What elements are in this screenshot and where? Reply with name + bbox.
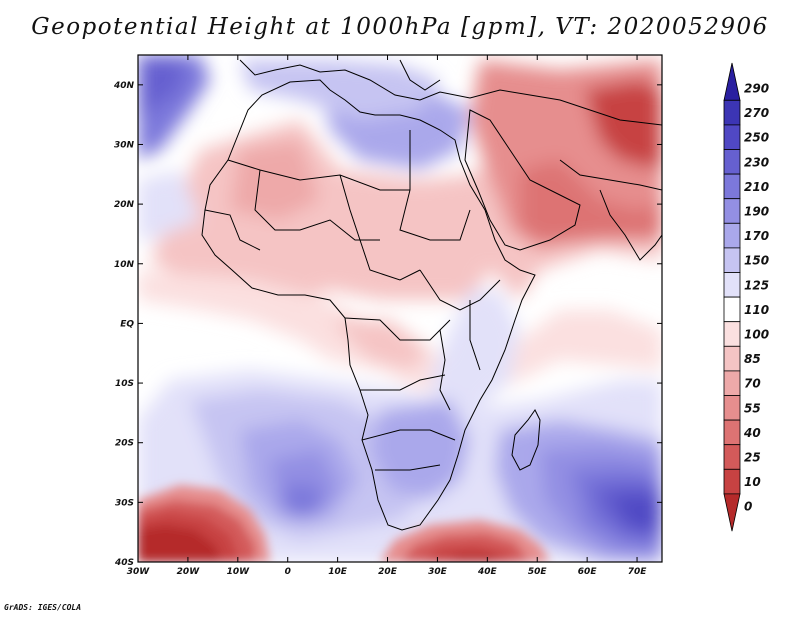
x-tick-label: 30W bbox=[127, 567, 151, 577]
colorbar-swatch bbox=[723, 272, 741, 298]
colorbar-label: 0 bbox=[744, 500, 752, 514]
x-tick-label: 30E bbox=[428, 567, 448, 577]
x-tick-label: 70E bbox=[628, 567, 648, 577]
colorbar-swatch bbox=[723, 493, 741, 532]
colorbar-swatch bbox=[723, 395, 741, 421]
colorbar-label: 10 bbox=[744, 475, 761, 489]
chart-title: Geopotential Height at 1000hPa [gpm], VT… bbox=[31, 14, 769, 40]
y-tick-label: 10N bbox=[114, 260, 135, 270]
colorbar-label: 40 bbox=[743, 426, 761, 440]
colorbar-label: 270 bbox=[744, 106, 769, 120]
colorbar-label: 85 bbox=[744, 352, 761, 366]
colorbar-label: 110 bbox=[744, 303, 769, 317]
y-tick-label: 20N bbox=[114, 200, 135, 210]
colorbar-swatch bbox=[723, 173, 741, 200]
colorbar: 2902702502302101901701501251101008570554… bbox=[723, 62, 769, 532]
colorbar-swatch bbox=[723, 99, 741, 126]
colorbar-swatch bbox=[723, 419, 741, 446]
x-tick-label: 50E bbox=[528, 567, 548, 577]
colorbar-label: 25 bbox=[744, 451, 761, 465]
colorbar-label: 150 bbox=[744, 254, 769, 268]
y-tick-label: 30N bbox=[114, 140, 135, 150]
colorbar-label: 250 bbox=[744, 131, 769, 145]
colorbar-label: 170 bbox=[744, 229, 769, 243]
colorbar-label: 210 bbox=[744, 180, 769, 194]
colorbar-swatch bbox=[723, 468, 741, 495]
height-field bbox=[138, 55, 662, 562]
colorbar-swatch bbox=[723, 247, 741, 273]
y-tick-label: EQ bbox=[120, 319, 134, 329]
colorbar-swatch bbox=[723, 370, 741, 396]
x-tick-label: 60E bbox=[578, 567, 598, 577]
y-tick-label: 40S bbox=[114, 558, 134, 568]
colorbar-label: 125 bbox=[744, 278, 769, 292]
colorbar-label: 230 bbox=[744, 155, 769, 169]
x-tick-label: 10E bbox=[328, 567, 348, 577]
x-tick-label: 20E bbox=[378, 567, 398, 577]
x-tick-label: 20W bbox=[177, 567, 201, 577]
colorbar-label: 55 bbox=[744, 401, 761, 415]
colorbar-label: 290 bbox=[744, 82, 769, 96]
colorbar-swatch bbox=[723, 124, 741, 150]
y-tick-label: 40N bbox=[113, 81, 135, 91]
x-tick-label: 0 bbox=[285, 567, 291, 577]
colorbar-label: 70 bbox=[744, 377, 761, 391]
colorbar-swatch bbox=[723, 345, 741, 372]
colorbar-swatch bbox=[723, 222, 741, 249]
x-tick-label: 10W bbox=[227, 567, 251, 577]
colorbar-label: 190 bbox=[744, 205, 769, 219]
colorbar-swatch bbox=[723, 62, 741, 101]
y-tick-label: 10S bbox=[115, 379, 134, 389]
colorbar-swatch bbox=[723, 444, 741, 470]
colorbar-label: 100 bbox=[744, 328, 769, 342]
colorbar-swatch bbox=[723, 296, 741, 323]
colorbar-swatch bbox=[723, 321, 741, 347]
y-tick-label: 30S bbox=[115, 498, 134, 508]
colorbar-swatch bbox=[723, 149, 741, 175]
x-tick-label: 40E bbox=[477, 567, 498, 577]
plot-frame bbox=[137, 54, 663, 563]
y-tick-label: 20S bbox=[115, 439, 134, 449]
x-axis: 30W 20W 10W 0 10E 20E 30E 40E 50E 60E 70E bbox=[127, 55, 647, 577]
y-axis: 40S 30S 20S 10S EQ 10N 20N 30N 40N bbox=[113, 81, 662, 568]
colorbar-swatch bbox=[723, 198, 741, 224]
grads-credit: GrADS: IGES/COLA bbox=[4, 603, 82, 612]
